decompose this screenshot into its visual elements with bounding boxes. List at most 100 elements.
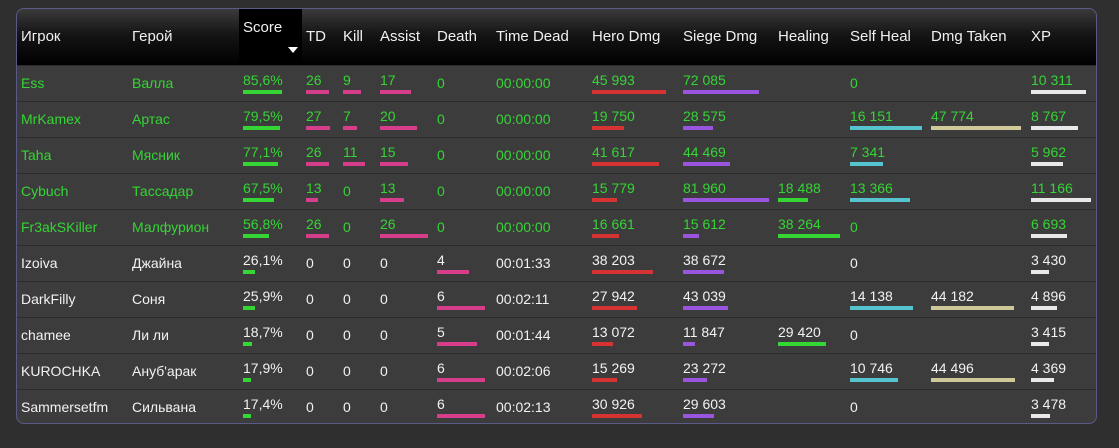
cell-self-heal: 0: [846, 209, 927, 245]
assist-bar: [380, 90, 411, 94]
col-header-self-heal[interactable]: Self Heal: [850, 28, 911, 46]
col-header-player[interactable]: Игрок: [21, 28, 61, 46]
table-row[interactable]: Taha Мясник 77,1% 26 11 15 0 00:00:00 41 617 44 4…: [17, 137, 1096, 173]
assist-value: 17: [380, 72, 396, 88]
cell-time-dead: 00:02:06: [492, 353, 588, 389]
time-dead-value: 00:00:00: [496, 147, 551, 163]
col-header-assist[interactable]: Assist: [380, 28, 421, 46]
score-value: 67,5%: [243, 180, 283, 196]
assist-bar: [380, 162, 408, 166]
table-row[interactable]: chamee Ли ли 18,7% 0 0 0 5 00:01:44 13 072 11 847…: [17, 317, 1096, 353]
table-row[interactable]: Cybuch Тассадар 67,5% 13 0 13 0 00:00:00 15 779 8…: [17, 173, 1096, 209]
siege-dmg-value: 43 039: [683, 288, 726, 304]
col-header-time-dead[interactable]: Time Dead: [496, 28, 569, 46]
table-row[interactable]: Sammersetfm Сильвана 17,4% 0 0 0 6 00:02:13 30 9…: [17, 389, 1096, 423]
table-row[interactable]: Izoiva Джайна 26,1% 0 0 0 4 00:01:33 38 203 38 67…: [17, 245, 1096, 281]
score-value: 85,6%: [243, 72, 283, 88]
col-header-dmg-taken[interactable]: Dmg Taken: [931, 28, 1007, 46]
hero-dmg-bar: [592, 306, 637, 310]
cell-player: Izoiva: [17, 245, 128, 281]
death-value: 6: [437, 396, 445, 413]
col-header-healing[interactable]: Healing: [778, 28, 829, 46]
xp-value: 11 166: [1031, 180, 1073, 196]
cell-dmg-taken: [927, 173, 1027, 209]
assist-value: 0: [380, 399, 388, 416]
xp-value: 8 767: [1031, 108, 1067, 124]
self-heal-bar: [850, 198, 910, 202]
table-row[interactable]: DarkFilly Соня 25,9% 0 0 0 6 00:02:11 27 942 43 0…: [17, 281, 1096, 317]
xp-value: 4 369: [1031, 360, 1067, 376]
assist-bar: [380, 234, 428, 238]
kill-bar: [343, 126, 357, 130]
td-value: 0: [306, 399, 314, 416]
table-row[interactable]: Ess Валла 85,6% 26 9 17 0 00:00:00 45 993 72 085 0…: [17, 65, 1096, 101]
cell-hero: Артас: [128, 101, 239, 137]
cell-death: 6: [433, 353, 492, 389]
time-dead-value: 00:01:44: [496, 327, 551, 343]
death-bar: [437, 378, 485, 382]
cell-player: KUROCHKA: [17, 353, 128, 389]
col-header-death[interactable]: Death: [437, 28, 478, 46]
cell-xp: 3 430: [1027, 245, 1096, 281]
hero-value: Тассадар: [132, 183, 194, 199]
cell-self-heal: 0: [846, 245, 927, 281]
td-value: 0: [306, 327, 314, 343]
hero-value: Артас: [132, 111, 170, 127]
time-dead-value: 00:00:00: [496, 111, 551, 127]
table-row[interactable]: Fr3akSKiller Малфурион 56,8% 26 0 26 0 00:00:00…: [17, 209, 1096, 245]
cell-healing: [774, 245, 846, 281]
self-heal-value: 14 138: [850, 288, 893, 304]
cell-assist: 13: [376, 173, 433, 209]
siege-dmg-bar: [683, 234, 699, 238]
col-header-hero[interactable]: Герой: [132, 28, 173, 46]
cell-death: 0: [433, 65, 492, 101]
cell-score: 85,6%: [239, 65, 302, 101]
cell-time-dead: 00:02:13: [492, 389, 588, 423]
assist-value: 13: [380, 180, 396, 196]
hero-dmg-bar: [592, 162, 659, 166]
cell-kill: 0: [339, 317, 376, 353]
hero-dmg-value: 13 072: [592, 324, 635, 340]
kill-bar: [343, 90, 361, 94]
cell-time-dead: 00:00:00: [492, 173, 588, 209]
score-bar: [243, 162, 278, 166]
cell-score: 17,9%: [239, 353, 302, 389]
cell-hero-dmg: 45 993: [588, 65, 679, 101]
cell-self-heal: 0: [846, 317, 927, 353]
col-header-hero-dmg[interactable]: Hero Dmg: [592, 28, 661, 46]
player-value: Sammersetfm: [21, 399, 109, 416]
cell-player: chamee: [17, 317, 128, 353]
table-row[interactable]: MrKamex Артас 79,5% 27 7 20 0 00:00:00 19 750 28 …: [17, 101, 1096, 137]
time-dead-value: 00:01:33: [496, 255, 551, 271]
cell-assist: 17: [376, 65, 433, 101]
cell-dmg-taken: 47 774: [927, 101, 1027, 137]
col-header-siege-dmg[interactable]: Siege Dmg: [683, 28, 758, 46]
cell-self-heal: 14 138: [846, 281, 927, 317]
table-row[interactable]: KUROCHKA Ануб'арак 17,9% 0 0 0 6 00:02:06 15 269…: [17, 353, 1096, 389]
col-header-kill[interactable]: Kill: [343, 28, 364, 46]
xp-value: 4 896: [1031, 288, 1067, 304]
hero-value: Ануб'арак: [132, 363, 197, 379]
time-dead-value: 00:02:11: [496, 291, 550, 307]
col-header-xp[interactable]: XP: [1031, 28, 1052, 46]
cell-player: Fr3akSKiller: [17, 209, 128, 245]
col-header-td[interactable]: TD: [306, 28, 326, 46]
cell-healing: [774, 281, 846, 317]
td-value: 26: [306, 144, 322, 160]
self-heal-value: 0: [850, 327, 858, 343]
kill-value: 9: [343, 72, 351, 88]
xp-value: 3 478: [1031, 396, 1067, 413]
cell-td: 0: [302, 389, 339, 423]
score-bar: [243, 270, 255, 274]
player-value: KUROCHKA: [21, 363, 101, 379]
cell-kill: 0: [339, 173, 376, 209]
cell-healing: [774, 389, 846, 423]
kill-value: 0: [343, 327, 351, 343]
cell-hero-dmg: 30 926: [588, 389, 679, 423]
death-bar: [437, 414, 485, 419]
cell-kill: 0: [339, 389, 376, 423]
cell-death: 6: [433, 389, 492, 423]
hero-value: Ли ли: [132, 327, 169, 343]
death-value: 0: [437, 111, 445, 127]
col-header-score[interactable]: Score: [239, 9, 302, 65]
